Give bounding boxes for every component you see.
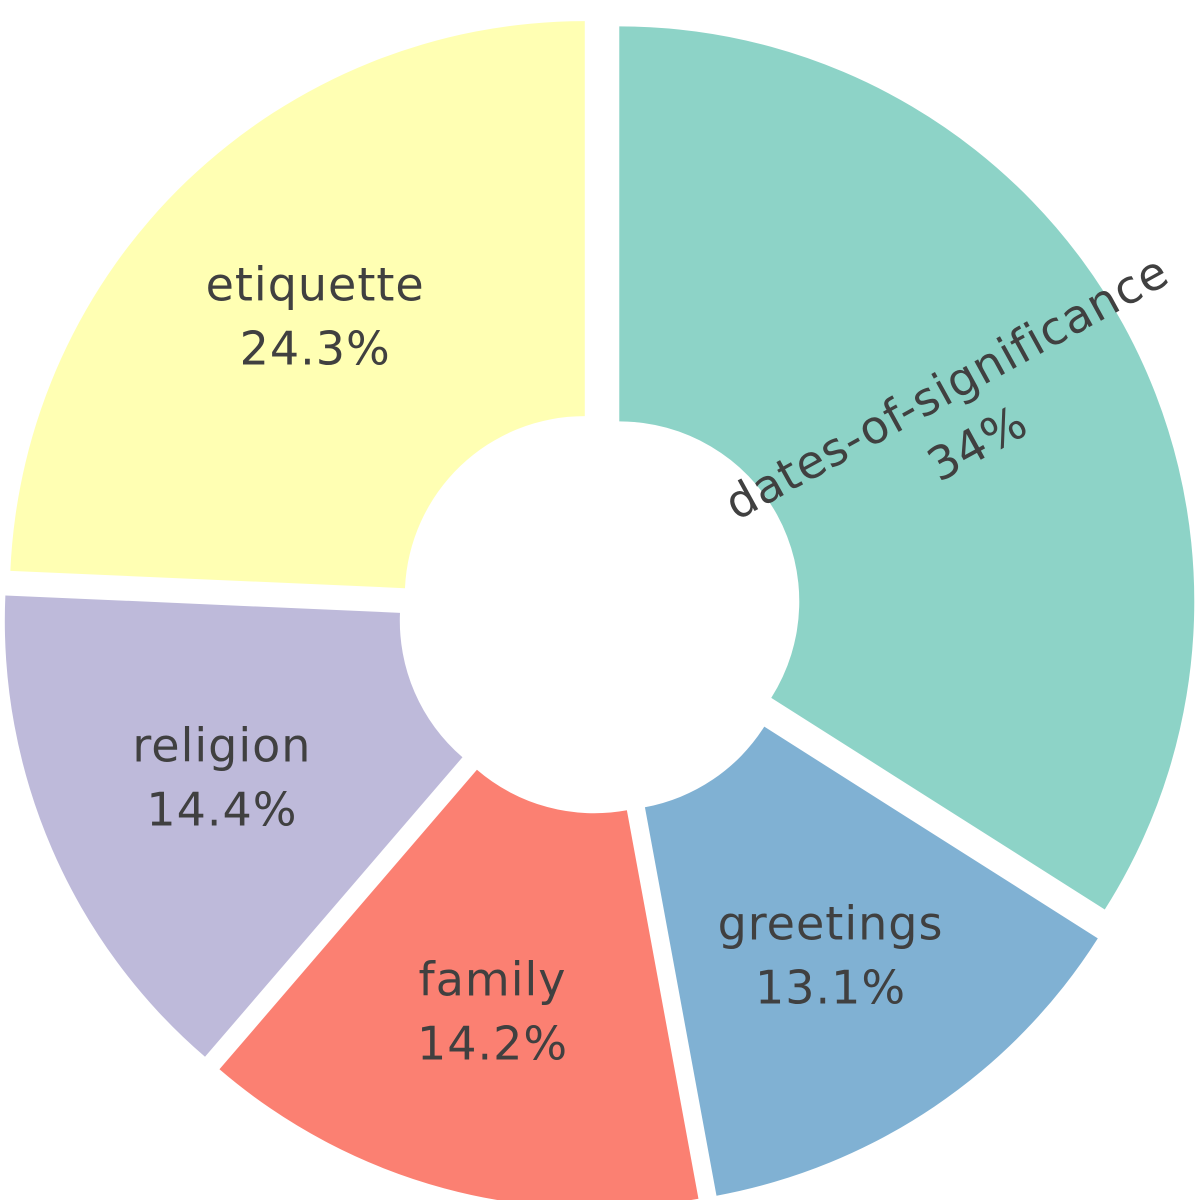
slice-percent-label: 14.4% — [146, 783, 297, 837]
slice-percent-label: 24.3% — [240, 321, 391, 375]
slice-family — [219, 769, 699, 1200]
slice-label-religion: religion 14.4% — [132, 719, 311, 837]
slices-group — [4, 21, 1195, 1200]
slice-label-family: family 14.2% — [417, 953, 568, 1071]
slice-name-label: etiquette — [206, 257, 425, 311]
slice-name-label: greetings — [718, 896, 944, 950]
slice-label-greetings: greetings 13.1% — [718, 896, 944, 1014]
slice-etiquette — [10, 21, 585, 589]
slice-label-etiquette: etiquette 24.3% — [206, 257, 425, 375]
slice-name-label: family — [419, 953, 567, 1007]
slice-percent-label: 14.2% — [417, 1017, 568, 1071]
slice-dates-of-significance — [619, 26, 1195, 910]
slice-religion — [4, 595, 463, 1057]
slice-percent-label: 13.1% — [755, 960, 906, 1014]
slice-name-label: religion — [132, 719, 311, 773]
slice-greetings — [644, 726, 1098, 1196]
